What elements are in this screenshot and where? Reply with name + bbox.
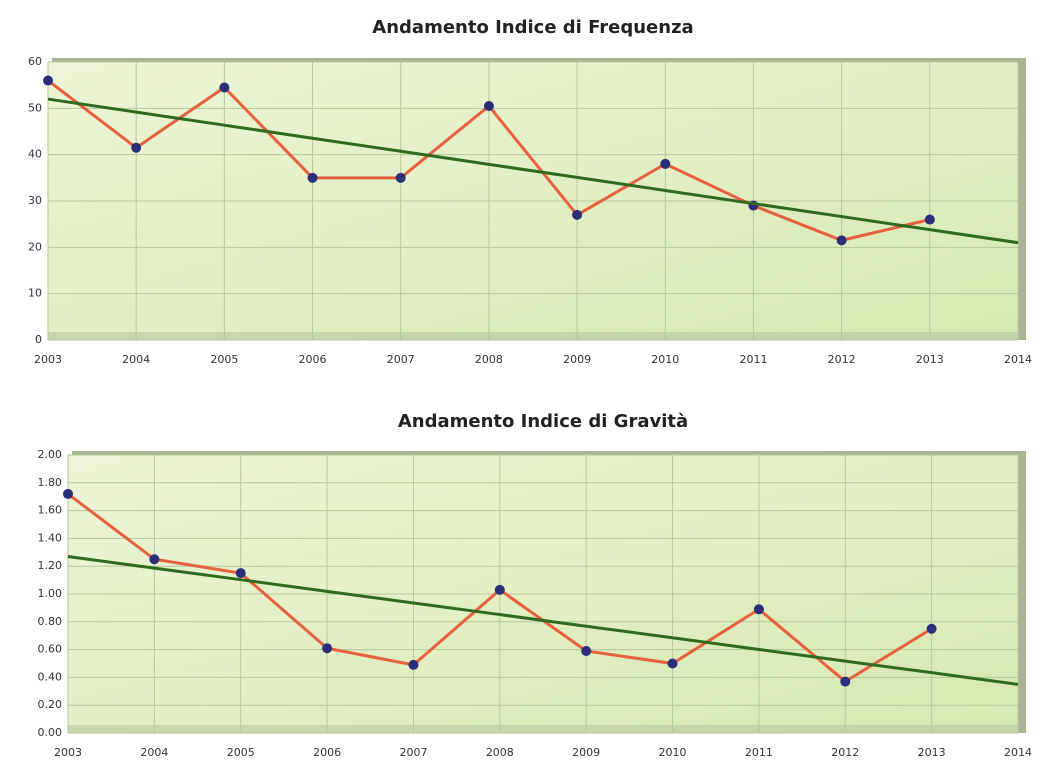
- data-point: [131, 142, 142, 153]
- x-tick-label: 2004: [122, 353, 150, 366]
- data-point: [395, 172, 406, 183]
- data-point: [483, 101, 494, 112]
- series-line: [47, 97, 1019, 245]
- x-tick-label: 2009: [572, 746, 600, 759]
- x-tick-label: 2007: [387, 353, 415, 366]
- chart-title: Andamento Indice di Frequenza: [372, 17, 693, 38]
- data-point: [840, 676, 851, 687]
- data-point: [572, 209, 583, 220]
- x-tick-label: 2011: [739, 353, 767, 366]
- x-tick-label: 2007: [399, 746, 427, 759]
- data-point: [581, 645, 592, 656]
- y-tick-label: 0: [35, 333, 42, 346]
- data-point: [63, 488, 73, 499]
- data-point: [149, 554, 160, 565]
- x-tick-label: 2013: [918, 746, 946, 759]
- y-tick-label: 40: [28, 148, 42, 161]
- y-tick-label: 0.40: [38, 670, 63, 683]
- x-tick-label: 2011: [745, 746, 773, 759]
- y-tick-label: 20: [28, 240, 42, 253]
- x-tick-label: 2005: [210, 353, 238, 366]
- y-tick-label: 0.60: [38, 643, 63, 656]
- y-tick-label: 30: [28, 194, 42, 207]
- x-tick-label: 2003: [54, 746, 82, 759]
- data-point: [235, 568, 246, 579]
- x-tick-label: 2006: [313, 746, 341, 759]
- y-tick-label: 50: [28, 101, 42, 114]
- x-tick-label: 2010: [659, 746, 687, 759]
- y-tick-label: 1.80: [38, 476, 63, 489]
- data-point: [494, 584, 505, 595]
- y-tick-label: 1.60: [38, 504, 63, 517]
- series-line: [67, 554, 1019, 686]
- y-tick-label: 0.00: [38, 726, 63, 739]
- x-tick-label: 2012: [828, 353, 856, 366]
- y-tick-label: 1.20: [38, 559, 63, 572]
- x-tick-label: 2006: [299, 353, 327, 366]
- x-tick-label: 2013: [916, 353, 944, 366]
- chart-title: Andamento Indice di Gravità: [398, 411, 688, 432]
- data-point: [924, 214, 935, 225]
- data-point: [43, 75, 53, 86]
- y-tick-label: 0.80: [38, 615, 63, 628]
- plot-floor: [68, 725, 1018, 733]
- data-point: [836, 235, 847, 246]
- y-tick-label: 1.00: [38, 587, 63, 600]
- data-point: [408, 659, 419, 670]
- x-tick-label: 2010: [651, 353, 679, 366]
- x-tick-label: 2009: [563, 353, 591, 366]
- data-point: [753, 604, 764, 615]
- y-tick-label: 10: [28, 287, 42, 300]
- y-tick-label: 2.00: [38, 448, 63, 461]
- data-point: [660, 158, 671, 169]
- y-tick-label: 1.40: [38, 531, 63, 544]
- x-tick-label: 2012: [831, 746, 859, 759]
- data-point: [667, 658, 678, 669]
- x-tick-label: 2008: [475, 353, 503, 366]
- data-point: [926, 623, 937, 634]
- x-tick-label: 2014: [1004, 353, 1032, 366]
- data-point: [219, 82, 230, 93]
- x-tick-label: 2003: [34, 353, 62, 366]
- x-tick-label: 2008: [486, 746, 514, 759]
- x-tick-label: 2005: [227, 746, 255, 759]
- x-tick-label: 2014: [1004, 746, 1032, 759]
- y-tick-label: 0.20: [38, 698, 63, 711]
- data-point: [307, 172, 318, 183]
- plot-floor: [48, 332, 1018, 340]
- x-tick-label: 2004: [140, 746, 168, 759]
- data-point: [322, 643, 333, 654]
- y-tick-label: 60: [28, 55, 42, 68]
